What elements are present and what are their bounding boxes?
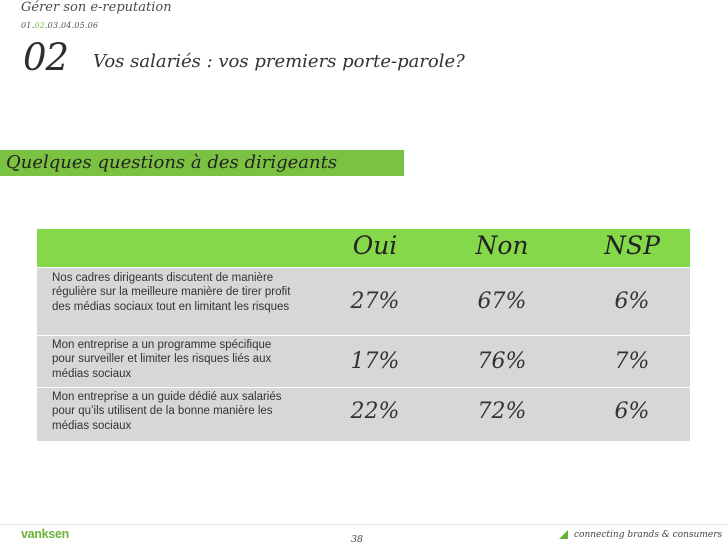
column-header-non: Non: [475, 231, 529, 260]
row-value-non: 72%: [477, 399, 527, 424]
column-header-nsp: NSP: [604, 231, 660, 260]
breadcrumb: Gérer son e-reputation: [21, 0, 172, 15]
banner: Quelques questions à des dirigeants: [0, 150, 404, 176]
chapter-index-before: 01.: [21, 21, 35, 30]
row-value-oui: 17%: [350, 349, 400, 374]
table-row: Mon entreprise a un programme spécifique…: [37, 335, 690, 387]
survey-table: Oui Non NSP Nos cadres dirigeants discut…: [37, 229, 690, 441]
vanksen-logo: vanksen: [21, 527, 69, 541]
column-header-oui: Oui: [352, 231, 398, 260]
row-value-nsp: 6%: [614, 289, 650, 314]
chapter-index: 01.02.03.04.05.06: [21, 21, 98, 30]
row-value-non: 67%: [477, 289, 527, 314]
page-number: 38: [351, 534, 364, 545]
row-question: Mon entreprise a un guide dédié aux sala…: [52, 391, 282, 432]
section-number: 02: [23, 36, 69, 79]
chapter-index-active: 02: [34, 21, 45, 30]
row-value-nsp: 7%: [614, 349, 650, 374]
row-question: Nos cadres dirigeants discutent de maniè…: [52, 272, 291, 313]
row-value-oui: 22%: [350, 399, 400, 424]
row-value-non: 76%: [477, 349, 527, 374]
row-question: Mon entreprise a un programme spécifique…: [52, 339, 272, 380]
table-row: Mon entreprise a un guide dédié aux sala…: [37, 387, 690, 441]
tagline: connecting brands & consumers: [574, 530, 723, 540]
corner-triangle-icon: [559, 530, 568, 539]
table-row: Nos cadres dirigeants discutent de maniè…: [37, 267, 690, 335]
banner-title: Quelques questions à des dirigeants: [6, 152, 338, 173]
row-value-nsp: 6%: [614, 399, 650, 424]
footer-divider: [0, 524, 728, 525]
chapter-index-after: .03.04.05.06: [44, 21, 99, 30]
section-title: Vos salariés : vos premiers porte-parole…: [93, 51, 465, 72]
row-value-oui: 27%: [350, 289, 400, 314]
table-header: Oui Non NSP: [37, 229, 690, 267]
